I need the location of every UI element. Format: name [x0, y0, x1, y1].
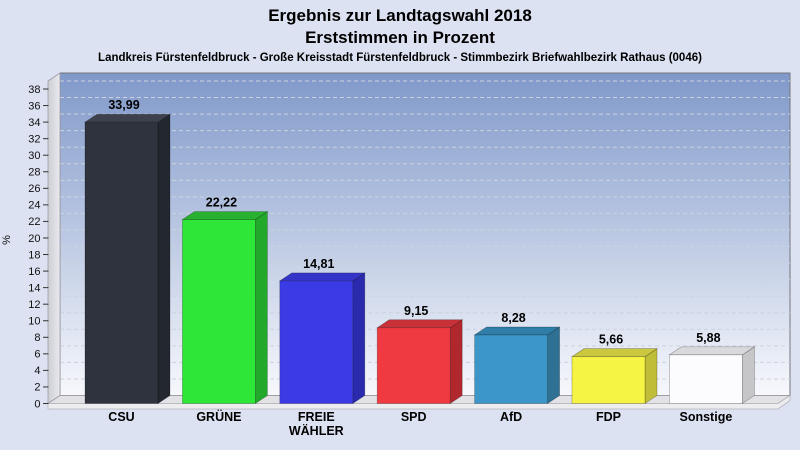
- y-axis-title: %: [1, 235, 13, 245]
- bar-front-face: [669, 354, 743, 404]
- y-axis-tick-label: 30: [28, 150, 40, 162]
- x-axis-label: Sonstige: [680, 410, 733, 424]
- bar-top-face: [278, 272, 366, 282]
- bar-value-label: 9,15: [404, 304, 428, 318]
- y-axis-tick-label: 36: [28, 100, 40, 112]
- bar-side-face: [352, 272, 366, 405]
- bar-top-face: [473, 326, 561, 336]
- bar-side-face: [644, 348, 658, 405]
- bar-side-face: [157, 113, 171, 405]
- bar-front-face: [279, 280, 354, 404]
- bar-top-face: [83, 113, 172, 123]
- bar-top-face: [570, 348, 659, 358]
- bar-side-face: [742, 346, 755, 405]
- bar-afd: 8,28 AfD: [473, 311, 561, 424]
- x-axis-label: FREIE: [298, 410, 335, 424]
- y-axis-tick-label: 24: [28, 200, 40, 212]
- bar-spd: 9,15 SPD: [376, 304, 464, 424]
- bar-fdp: 5,66 FDP: [570, 333, 659, 424]
- bar-front-face: [376, 327, 451, 404]
- y-axis-tick-label: 2: [34, 382, 40, 394]
- bar-front-face: [84, 121, 159, 404]
- bar-value-label: 5,66: [599, 333, 623, 347]
- x-axis-label: GRÜNE: [196, 409, 241, 424]
- y-axis-tick-label: 0: [34, 398, 40, 410]
- bar-gr-ne: 22,22 GRÜNE: [181, 196, 269, 424]
- plot-left-wall: [47, 72, 61, 405]
- y-axis-tick-label: 16: [28, 266, 40, 278]
- y-axis-tick-label: 4: [34, 365, 40, 377]
- bar-top-face: [668, 346, 756, 356]
- x-axis-label: SPD: [401, 410, 427, 424]
- y-axis-tick-label: 6: [34, 349, 40, 361]
- y-axis-tick-label: 32: [28, 133, 40, 145]
- plot-floor-edge: [47, 394, 791, 410]
- chart-title-line2: Erststimmen in Prozent: [305, 28, 495, 47]
- bar-value-label: 8,28: [501, 311, 525, 325]
- x-axis-label: FDP: [596, 410, 621, 424]
- bar-csu: 33,99 CSU: [83, 98, 172, 424]
- bar-value-label: 33,99: [108, 98, 139, 112]
- y-axis-tick-label: 38: [28, 84, 40, 96]
- y-axis-tick-label: 12: [28, 299, 40, 311]
- bar-value-label: 14,81: [303, 257, 334, 271]
- bar-front-face: [474, 334, 548, 404]
- bar-side-face: [449, 319, 463, 405]
- y-axis-tick-label: 8: [34, 332, 40, 344]
- bar-value-label: 5,88: [696, 331, 720, 345]
- bar-top-face: [376, 319, 464, 329]
- y-axis-tick-label: 20: [28, 233, 40, 245]
- x-axis-label: WÄHLER: [289, 423, 344, 438]
- chart-header: Ergebnis zur Landtagswahl 2018 Erststimm…: [0, 5, 800, 64]
- bar-sonstige: 5,88 Sonstige: [668, 331, 756, 424]
- bar-side-face: [547, 326, 560, 405]
- bar-front-face: [182, 219, 256, 404]
- y-axis-tick-label: 22: [28, 216, 40, 228]
- bar-front-face: [571, 356, 646, 404]
- chart-title-line1: Ergebnis zur Landtagswahl 2018: [268, 6, 532, 25]
- y-axis-tick-label: 26: [28, 183, 40, 195]
- bar-top-face: [181, 211, 269, 220]
- y-axis-tick-label: 18: [28, 249, 40, 261]
- y-axis-tick-label: 28: [28, 167, 40, 179]
- y-axis-tick-label: 14: [28, 282, 40, 294]
- y-axis-tick-label: 34: [28, 117, 40, 129]
- y-axis-tick-label: 10: [28, 316, 40, 328]
- x-axis-label: AfD: [500, 410, 522, 424]
- bar-value-label: 22,22: [206, 196, 237, 210]
- bar-side-face: [255, 210, 268, 405]
- x-axis-label: CSU: [108, 410, 134, 424]
- chart-subtitle: Landkreis Fürstenfeldbruck - Große Kreis…: [98, 52, 702, 64]
